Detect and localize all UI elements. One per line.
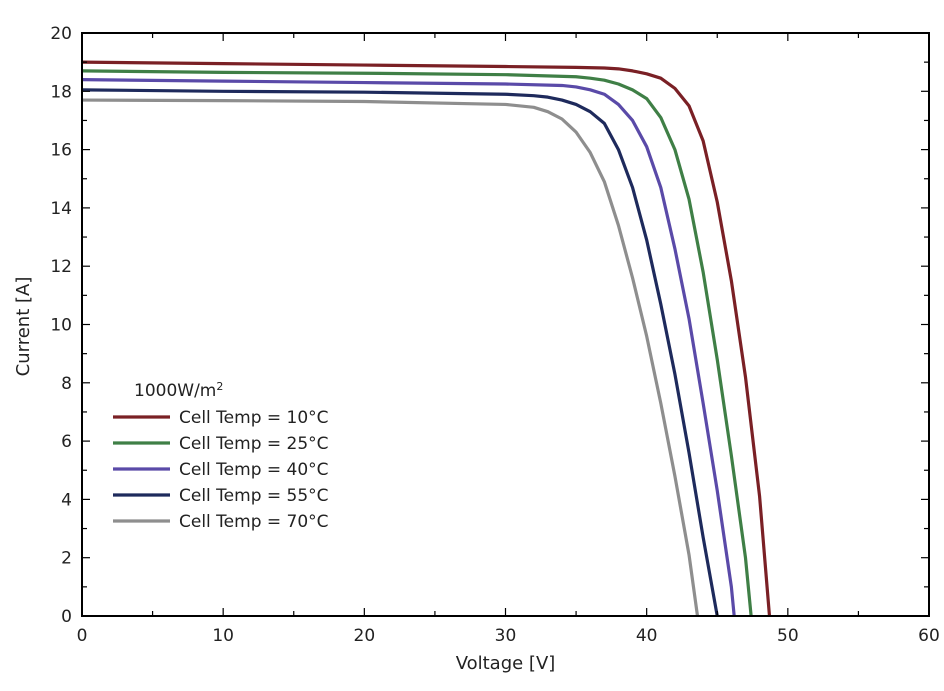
series-line-1 (81, 60, 772, 617)
x-tick-label: 40 (636, 626, 658, 646)
legend: 1000W/m2 Cell Temp = 10°C Cell Temp = 25°C… (113, 380, 329, 532)
y-tick-label: 2 (61, 549, 72, 569)
y-tick-label: 18 (50, 82, 72, 102)
y-tick-label: 6 (61, 432, 72, 452)
x-tick-label: 60 (918, 626, 940, 646)
y-tick-label: 20 (50, 24, 72, 44)
y-axis-title: Current [A] (13, 277, 34, 377)
series-line-5 (81, 98, 700, 617)
y-tick-label: 4 (61, 490, 72, 510)
legend-title: 1000W/m2 (134, 380, 223, 401)
x-tick-label: 10 (212, 626, 234, 646)
y-tick-label: 16 (50, 141, 72, 161)
series-line-2 (81, 69, 753, 617)
x-tick-label: 30 (495, 626, 517, 646)
legend-label-2: Cell Temp = 25°C (179, 434, 329, 454)
series-line-3 (81, 78, 736, 617)
y-tick-label: 12 (50, 257, 72, 277)
x-tick-label: 0 (77, 626, 88, 646)
legend-title-superscript: 2 (216, 380, 223, 393)
legend-label-3: Cell Temp = 40°C (179, 460, 329, 480)
series-line-4 (81, 88, 719, 617)
series-layer (81, 60, 772, 617)
y-tick-label: 14 (50, 199, 72, 219)
x-tick-label: 50 (777, 626, 799, 646)
y-tick-label: 0 (61, 607, 72, 627)
y-tick-label: 8 (61, 374, 72, 394)
legend-label-1: Cell Temp = 10°C (179, 408, 329, 428)
legend-label-5: Cell Temp = 70°C (179, 512, 329, 532)
legend-label-4: Cell Temp = 55°C (179, 486, 329, 506)
y-tick-label: 10 (50, 316, 72, 336)
x-axis-title: Voltage [V] (456, 653, 556, 674)
x-tick-label: 20 (354, 626, 376, 646)
axes-layer: 0 10 20 30 40 50 60 0 2 4 6 8 10 12 14 16 18 20 Voltage [V… (13, 24, 940, 674)
